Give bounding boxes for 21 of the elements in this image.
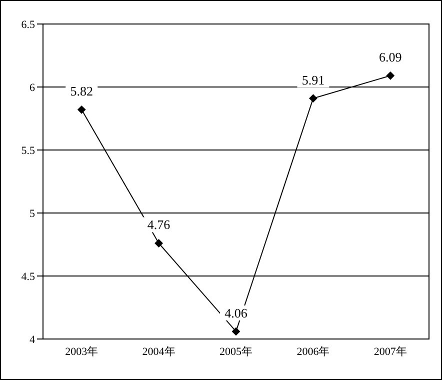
- point: [232, 327, 240, 336]
- data-label: 4.06: [224, 305, 248, 320]
- x-tick-label: 2004年: [142, 346, 176, 358]
- x-tick-label: 2003年: [65, 346, 98, 358]
- y-tick-label: 4.5: [21, 270, 36, 283]
- y-tick-label: 4: [30, 334, 36, 346]
- y-tick-label: 6: [30, 82, 36, 94]
- data-label: 6.09: [379, 50, 402, 65]
- point: [386, 72, 394, 80]
- y-tick-label: 5: [30, 208, 36, 220]
- point: [154, 239, 163, 248]
- x-tick-label: 2006年: [296, 346, 330, 358]
- data-label: 5.91: [302, 72, 325, 88]
- point: [309, 94, 318, 102]
- data-label: 5.82: [70, 84, 93, 99]
- x-tick-label: 2007年: [374, 346, 407, 358]
- y-tick-label: 6.5: [21, 18, 36, 31]
- data-label: 4.76: [147, 217, 171, 232]
- y-tick-label: 5.5: [21, 144, 36, 157]
- x-tick-label: 2005年: [220, 346, 252, 358]
- point: [78, 106, 86, 114]
